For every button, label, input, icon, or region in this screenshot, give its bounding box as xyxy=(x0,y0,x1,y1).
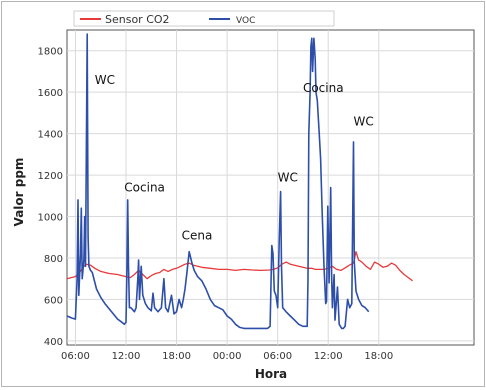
y-tick-label: 1800 xyxy=(38,47,63,58)
series-line-voc xyxy=(66,33,370,330)
x-tick-label: 18:00 xyxy=(364,351,393,362)
series-lines xyxy=(66,33,413,330)
y-tick-label: 1200 xyxy=(38,171,63,182)
annotation-label: WC xyxy=(278,170,298,184)
annotation-label: WC xyxy=(95,73,115,87)
y-tick-label: 1400 xyxy=(38,130,63,141)
annotation-label: WC xyxy=(354,114,374,128)
x-tick-labels: 06:00 12:00 18:00 00:00 06:00 12:00 18:00 xyxy=(61,351,393,362)
x-tick-label: 18:00 xyxy=(162,351,191,362)
x-tick-label: 12:00 xyxy=(314,351,343,362)
annotation-label: Cena xyxy=(182,228,213,242)
annotation-label: Cocina xyxy=(303,81,344,95)
y-tick-label: 600 xyxy=(44,295,63,306)
legend-label-co2: Sensor CO2 xyxy=(105,13,170,26)
legend: Sensor CO2 VOC xyxy=(73,10,335,27)
x-tick-label: 06:00 xyxy=(61,351,90,362)
y-tick-label: 800 xyxy=(44,254,63,265)
legend-label-voc: VOC xyxy=(236,16,255,26)
y-axis-label: Valor ppm xyxy=(12,158,26,227)
legend-box xyxy=(73,10,335,27)
y-tick-label: 1000 xyxy=(38,213,63,224)
grid xyxy=(67,30,474,345)
x-tick-label: 00:00 xyxy=(213,351,242,362)
series-line-co2 xyxy=(66,251,413,282)
y-tick-label: 400 xyxy=(44,337,63,348)
x-axis-label: Hora xyxy=(255,367,287,381)
x-tick-label: 06:00 xyxy=(263,351,292,362)
y-tick-labels: 400 600 800 1000 1200 1400 1600 1800 xyxy=(38,47,63,348)
x-tick-label: 12:00 xyxy=(112,351,141,362)
y-tick-label: 1600 xyxy=(38,88,63,99)
chart: 400 600 800 1000 1200 1400 1600 1800 06:00 12:00… xyxy=(12,10,475,381)
annotation-label: Cocina xyxy=(124,181,165,195)
annotations: WC Cocina Cena WC Cocina WC xyxy=(95,73,374,242)
